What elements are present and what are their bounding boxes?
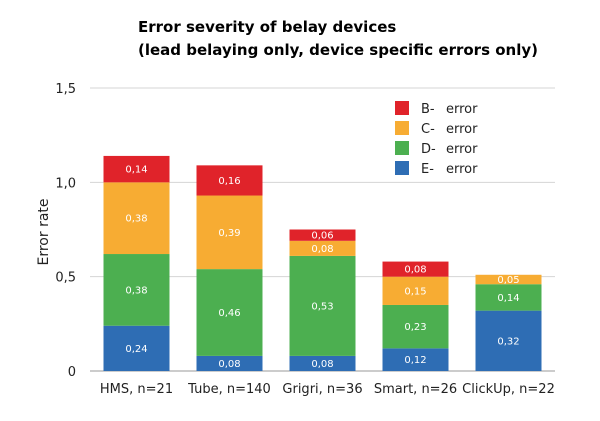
data-label: 0,14 — [125, 165, 147, 176]
bars: 0,24 0,38 0,38 0,14 0,08 0,46 0,39 0,16 0,08 0,53… — [103, 155, 542, 371]
legend-label: E- — [421, 162, 434, 177]
data-label: 0,46 — [218, 308, 240, 319]
legend-label: D- — [421, 142, 436, 157]
data-label: 0,06 — [311, 231, 333, 242]
data-label: 0,16 — [218, 176, 240, 187]
data-label: 0,15 — [404, 286, 426, 297]
legend-swatch — [395, 121, 409, 135]
legend-label: error — [446, 102, 478, 117]
legend-label: error — [446, 122, 478, 137]
bar-segment — [289, 355, 356, 371]
bar-segment — [196, 165, 263, 196]
y-tick-label: 0,5 — [55, 271, 76, 286]
bar-stack: 0,08 0,53 0,08 0,06 — [289, 229, 356, 371]
legend-item: C-error — [395, 121, 478, 137]
data-label: 0,38 — [125, 214, 147, 225]
legend-label: C- — [421, 122, 435, 137]
legend-item: D-error — [395, 141, 478, 157]
x-axis-ticks: HMS, n=21 Tube, n=140 Grigri, n=36 Smart, n… — [100, 382, 555, 397]
x-tick-label: ClickUp, n=22 — [462, 382, 555, 397]
legend-label: B- — [421, 102, 435, 117]
bar-segment — [289, 255, 356, 356]
bar-segment — [382, 276, 449, 305]
bar-segment — [103, 254, 170, 326]
bar-stack: 0,12 0,23 0,15 0,08 — [382, 261, 449, 371]
bar-segment — [289, 240, 356, 256]
data-label: 0,08 — [311, 244, 333, 255]
data-label: 0,24 — [125, 344, 147, 355]
bar-segment — [196, 269, 263, 356]
x-tick-label: Grigri, n=36 — [282, 382, 362, 397]
legend-swatch — [395, 141, 409, 155]
legend-swatch — [395, 161, 409, 175]
bar-stack: 0,08 0,46 0,39 0,16 — [196, 165, 263, 371]
legend-label: error — [446, 142, 478, 157]
bar-segment — [103, 182, 170, 255]
data-label: 0,14 — [497, 293, 519, 304]
chart-title: Error severity of belay devices — [138, 18, 396, 36]
bar-segment — [475, 310, 542, 371]
x-tick-label: Smart, n=26 — [374, 382, 457, 397]
bar-segment — [382, 348, 449, 371]
chart-subtitle: (lead belaying only, device specific err… — [138, 41, 538, 59]
bar-segment — [196, 195, 263, 270]
bar-segment — [289, 229, 356, 241]
bar-stack: 0,24 0,38 0,38 0,14 — [103, 155, 170, 371]
data-label: 0,38 — [125, 285, 147, 296]
data-label: 0,05 — [497, 275, 519, 286]
data-label: 0,12 — [404, 355, 426, 366]
legend-swatch — [395, 101, 409, 115]
y-tick-label: 1,5 — [55, 82, 76, 97]
bar-segment — [382, 261, 449, 277]
bar-segment — [475, 284, 542, 311]
data-label: 0,08 — [218, 359, 240, 370]
y-axis-ticks: 0 0,5 1,0 1,5 — [55, 82, 76, 380]
bar-segment — [196, 355, 263, 371]
legend-item: E-error — [395, 161, 478, 177]
x-tick-label: HMS, n=21 — [100, 382, 173, 397]
data-label: 0,08 — [311, 359, 333, 370]
data-label: 0,39 — [218, 228, 240, 239]
y-axis-label: Error rate — [36, 198, 52, 265]
bar-stack: 0,32 0,14 0,05 — [475, 274, 542, 371]
bar-segment — [103, 325, 170, 371]
bar-segment — [475, 274, 542, 285]
legend-label: error — [446, 162, 478, 177]
data-label: 0,32 — [497, 336, 519, 347]
data-label: 0,08 — [404, 265, 426, 276]
bar-segment — [382, 304, 449, 349]
x-tick-label: Tube, n=140 — [187, 382, 271, 397]
legend-item: B-error — [395, 101, 478, 117]
bar-segment — [103, 155, 170, 183]
data-label: 0,23 — [404, 322, 426, 333]
y-tick-label: 0 — [68, 365, 76, 380]
y-tick-label: 1,0 — [55, 176, 76, 191]
data-label: 0,53 — [311, 301, 333, 312]
